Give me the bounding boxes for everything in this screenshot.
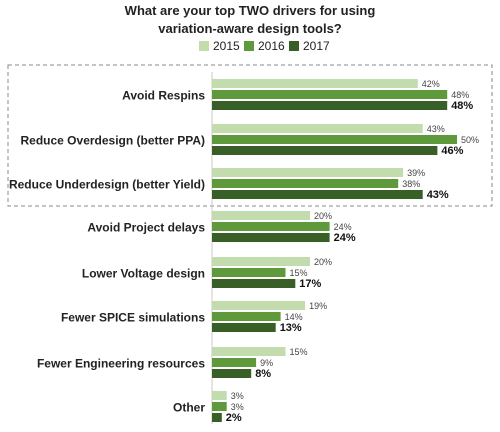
bar-other-2015 <box>212 391 227 400</box>
data-label-fewer-engineering-resources-2016: 9% <box>260 358 273 368</box>
bar-avoid-project-delays-2015 <box>212 211 310 220</box>
bar-reduce-overdesign-better-ppa-2017 <box>212 146 438 155</box>
category-label-fewer-engineering-resources: Fewer Engineering resources <box>37 357 205 371</box>
category-label-fewer-spice-simulations: Fewer SPICE simulations <box>61 311 205 325</box>
bar-fewer-spice-simulations-2015 <box>212 301 306 310</box>
bar-lower-voltage-design-2015 <box>212 257 310 266</box>
bar-fewer-engineering-resources-2015 <box>212 347 286 356</box>
data-label-reduce-overdesign-better-ppa-2015: 43% <box>427 124 445 134</box>
data-label-avoid-project-delays-2017: 24% <box>334 232 356 244</box>
data-label-avoid-respins-2017: 48% <box>451 100 473 112</box>
category-label-lower-voltage-design: Lower Voltage design <box>82 267 205 281</box>
data-label-fewer-spice-simulations-2016: 14% <box>285 312 303 322</box>
data-label-avoid-respins-2016: 48% <box>451 90 469 100</box>
data-label-fewer-engineering-resources-2017: 8% <box>255 368 271 380</box>
bar-fewer-spice-simulations-2016 <box>212 312 281 321</box>
legend-label-2017: 2017 <box>303 39 330 53</box>
chart-title: What are your top TWO drivers for using … <box>0 2 500 38</box>
data-label-avoid-project-delays-2015: 20% <box>314 211 332 221</box>
legend-label-2015: 2015 <box>213 39 240 53</box>
data-label-fewer-spice-simulations-2017: 13% <box>280 322 302 334</box>
bar-reduce-underdesign-better-yield-2015 <box>212 168 404 177</box>
bar-fewer-engineering-resources-2017 <box>212 369 252 378</box>
bar-other-2016 <box>212 402 227 411</box>
data-label-other-2015: 3% <box>231 391 244 401</box>
category-label-reduce-underdesign-better-yield: Reduce Underdesign (better Yield) <box>9 178 205 192</box>
bar-avoid-respins-2016 <box>212 90 448 99</box>
bar-avoid-respins-2017 <box>212 101 448 110</box>
data-label-avoid-respins-2015: 42% <box>422 79 440 89</box>
chart-title-line2: variation-aware design tools? <box>158 21 342 36</box>
data-label-lower-voltage-design-2015: 20% <box>314 257 332 267</box>
data-label-lower-voltage-design-2016: 15% <box>290 268 308 278</box>
legend-swatch-2015 <box>199 41 209 51</box>
bar-avoid-respins-2015 <box>212 79 418 88</box>
bar-avoid-project-delays-2017 <box>212 233 330 242</box>
bar-reduce-underdesign-better-yield-2017 <box>212 190 423 199</box>
data-label-lower-voltage-design-2017: 17% <box>299 278 321 290</box>
category-label-avoid-respins: Avoid Respins <box>122 89 205 103</box>
bar-lower-voltage-design-2017 <box>212 279 296 288</box>
data-label-other-2016: 3% <box>231 402 244 412</box>
highlight-box <box>7 64 493 207</box>
bar-reduce-overdesign-better-ppa-2016 <box>212 135 457 144</box>
data-label-reduce-underdesign-better-yield-2017: 43% <box>427 189 449 201</box>
legend-swatch-2016 <box>244 41 254 51</box>
legend-swatch-2017 <box>289 41 299 51</box>
bar-reduce-overdesign-better-ppa-2015 <box>212 124 423 133</box>
data-label-reduce-overdesign-better-ppa-2017: 46% <box>441 145 463 157</box>
bar-avoid-project-delays-2016 <box>212 222 330 231</box>
data-label-reduce-underdesign-better-yield-2016: 38% <box>402 179 420 189</box>
category-label-reduce-overdesign-better-ppa: Reduce Overdesign (better PPA) <box>21 134 206 148</box>
bar-fewer-spice-simulations-2017 <box>212 323 276 332</box>
bar-fewer-engineering-resources-2016 <box>212 358 257 367</box>
data-label-avoid-project-delays-2016: 24% <box>334 222 352 232</box>
data-label-fewer-engineering-resources-2015: 15% <box>290 347 308 357</box>
category-label-avoid-project-delays: Avoid Project delays <box>87 221 205 235</box>
bar-reduce-underdesign-better-yield-2016 <box>212 179 399 188</box>
data-label-reduce-overdesign-better-ppa-2016: 50% <box>461 135 479 145</box>
bar-other-2017 <box>212 413 222 422</box>
data-label-other-2017: 2% <box>226 412 242 424</box>
data-label-fewer-spice-simulations-2015: 19% <box>309 301 327 311</box>
legend-label-2016: 2016 <box>258 39 285 53</box>
chart-title-line1: What are your top TWO drivers for using <box>124 3 376 18</box>
bar-lower-voltage-design-2016 <box>212 268 286 277</box>
data-label-reduce-underdesign-better-yield-2015: 39% <box>407 168 425 178</box>
category-label-other: Other <box>173 401 205 415</box>
